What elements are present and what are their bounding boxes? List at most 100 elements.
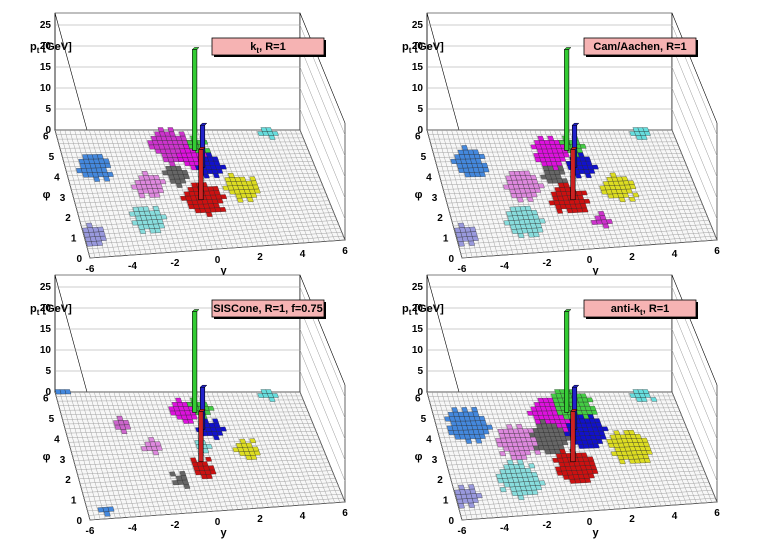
- y-tick-label: 6: [342, 246, 348, 257]
- cluster-cell: [458, 241, 465, 247]
- jet-cluster: [232, 438, 261, 460]
- z-tick-label: 15: [412, 62, 424, 73]
- y-tick-label: 0: [587, 255, 593, 266]
- tower-bar: [192, 311, 198, 413]
- tower-bar: [564, 49, 570, 151]
- phi-axis-label: φ: [43, 451, 51, 463]
- jet-cluster: [599, 172, 640, 203]
- phi-tick-label: 2: [65, 475, 71, 486]
- z-tick-label: 25: [40, 20, 52, 31]
- jet-cluster: [113, 415, 132, 434]
- cluster-cell: [562, 182, 570, 188]
- phi-tick-label: 4: [426, 172, 432, 183]
- tower-group: [563, 47, 580, 201]
- floor-gridline-phi: [72, 446, 323, 457]
- cluster-cell: [160, 214, 168, 220]
- cluster-cell: [609, 172, 617, 178]
- cluster-cell: [219, 426, 227, 432]
- y-tick-label: 6: [714, 508, 720, 519]
- floor-gridline-phi: [68, 434, 318, 443]
- floor-gridline-phi: [459, 493, 714, 512]
- cluster-cell: [634, 433, 642, 439]
- jet-cluster: [629, 389, 658, 402]
- phi-tick-label: 3: [60, 193, 66, 204]
- cluster-cell: [534, 449, 542, 455]
- cluster-cell: [227, 172, 235, 178]
- floor-gridline-phi: [458, 489, 713, 507]
- y-tick-label: -2: [171, 520, 180, 531]
- floor-gridline-phi: [455, 482, 709, 498]
- cluster-cell: [650, 397, 658, 402]
- floor-gridline-phi: [89, 239, 346, 259]
- floor-gridline-phi: [443, 442, 693, 452]
- floor-gridline-phi: [455, 220, 709, 236]
- z-tick-label: 15: [40, 62, 52, 73]
- title-background: [211, 299, 325, 318]
- phi-tick-label: 0: [76, 254, 82, 265]
- cluster-cell: [486, 424, 494, 430]
- cluster-cell: [458, 222, 465, 228]
- phi-tick-label: 1: [443, 496, 449, 507]
- z-tick-label: 20: [412, 41, 424, 52]
- jet-cluster: [140, 437, 163, 456]
- floor-gridline-phi: [451, 208, 705, 222]
- y-tick-label: 4: [300, 249, 306, 260]
- y-tick-label: -4: [500, 261, 509, 272]
- phi-tick-label: 5: [421, 414, 427, 425]
- z-gridline-side: [671, 370, 718, 482]
- cluster-cell: [589, 405, 597, 411]
- tower-top: [571, 122, 580, 126]
- cluster-cell: [579, 144, 587, 149]
- cluster-cell: [465, 438, 473, 444]
- floor-gridline-phi: [66, 165, 315, 172]
- z-gridline-side: [299, 370, 346, 482]
- cluster-cell: [153, 175, 160, 180]
- cluster-cell: [461, 407, 468, 413]
- title-background: [211, 37, 325, 56]
- title-box: anti-kt, R=1: [583, 299, 698, 319]
- jet-cluster: [606, 430, 653, 465]
- cluster-cell: [591, 164, 599, 170]
- cluster-cell: [181, 169, 189, 175]
- cluster-cell: [472, 497, 479, 503]
- z-gridline-side: [299, 307, 346, 419]
- cluster-cell: [212, 418, 219, 424]
- title-box: Cam/Aachen, R=1: [583, 37, 698, 57]
- phi-tick-label: 0: [448, 516, 454, 527]
- cluster-cell: [580, 452, 588, 458]
- panel-title: SISCone, R=1, f=0.75: [213, 303, 322, 315]
- x-axis-label: y: [592, 527, 599, 539]
- cluster-cell: [564, 435, 572, 441]
- panel-title: kt, R=1: [250, 41, 285, 55]
- y-tick-label: 6: [342, 508, 348, 519]
- y-tick-label: 2: [629, 514, 635, 525]
- floor-gridline-phi: [66, 427, 315, 434]
- floor-gridline-phi: [440, 172, 690, 181]
- jet-cluster: [590, 211, 613, 229]
- cluster-cell: [153, 192, 161, 198]
- z-gridline-side: [671, 87, 718, 199]
- phi-tick-label: 5: [49, 414, 55, 425]
- tower-top: [563, 309, 572, 312]
- jet-cluster: [528, 419, 572, 455]
- cluster-cell: [605, 219, 613, 224]
- cluster-cell: [141, 171, 149, 176]
- y-tick-label: 4: [300, 511, 306, 522]
- cluster-cell: [142, 206, 150, 212]
- title-background: [583, 299, 697, 318]
- cluster-cell: [249, 176, 257, 182]
- z-tick-label: 25: [412, 20, 424, 31]
- jet-cluster: [180, 182, 228, 217]
- y-tick-label: 0: [215, 517, 221, 528]
- cluster-cell: [642, 127, 650, 132]
- jet-cluster: [257, 127, 279, 140]
- jet-cluster: [257, 389, 279, 402]
- tower-bar: [570, 411, 576, 463]
- tower-top: [571, 384, 580, 388]
- cluster-cell: [524, 205, 532, 211]
- jet-cluster: [495, 459, 546, 501]
- floor-gridline-phi: [69, 176, 320, 186]
- floor-gridline-phi: [461, 501, 718, 521]
